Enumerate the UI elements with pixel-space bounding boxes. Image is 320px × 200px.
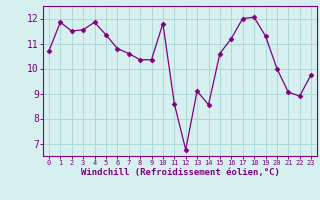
X-axis label: Windchill (Refroidissement éolien,°C): Windchill (Refroidissement éolien,°C) bbox=[81, 168, 279, 177]
